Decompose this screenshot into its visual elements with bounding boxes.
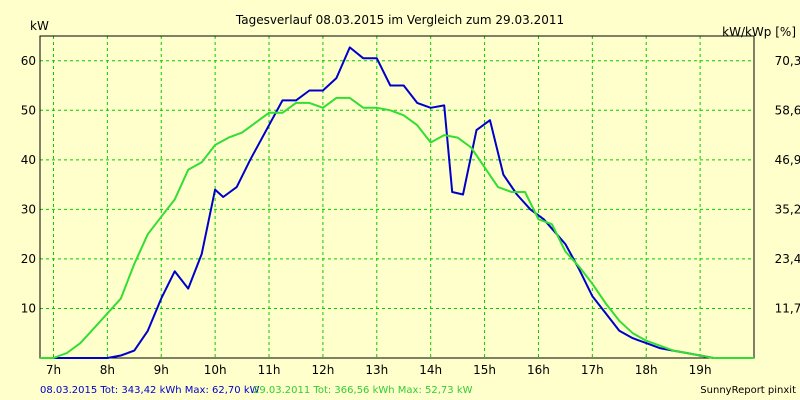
credit-text: SunnyReport pinxit — [700, 385, 796, 396]
y-tick-label-right: 58,6 — [775, 103, 800, 117]
x-tick-label: 16h — [527, 363, 550, 377]
series-line-1 — [40, 46, 754, 359]
x-tick-label: 8h — [100, 363, 115, 377]
x-tick-label: 13h — [365, 363, 388, 377]
x-tick-label: 17h — [581, 363, 604, 377]
y-tick-label-right: 11,7 — [775, 301, 800, 315]
y-axis-right-label: kW/kWp [%] — [722, 25, 796, 39]
y-tick-label-right: 46,9 — [775, 153, 800, 167]
legend-series-1: 08.03.2015 Tot: 343,42 kWh Max: 62,70 kW — [40, 385, 260, 396]
grid — [40, 36, 754, 358]
plot-frame — [39, 35, 755, 359]
y-tick-label-left: 30 — [21, 202, 36, 216]
y-tick-label-right: 23,4 — [775, 252, 800, 266]
series-line-2 — [40, 96, 754, 359]
x-tick-label: 15h — [473, 363, 496, 377]
y-tick-label-right: 70,3 — [775, 54, 800, 68]
x-tick-label: 19h — [689, 363, 712, 377]
chart-title: Tagesverlauf 08.03.2015 im Vergleich zum… — [235, 13, 564, 27]
series-group — [40, 46, 754, 359]
x-tick-label: 12h — [311, 363, 334, 377]
axis-ticks: 7h 8h 9h 10h 11h 12h 13h 14h 15h 16h 17h 18h 19h 10 20… — [21, 54, 800, 377]
x-tick-label: 18h — [635, 363, 658, 377]
y-tick-label-left: 40 — [21, 153, 36, 167]
y-tick-label-right: 35,2 — [775, 202, 800, 216]
legend-series-2: 29.03.2011 Tot: 366,56 kWh Max: 52,73 kW — [253, 385, 473, 396]
y-tick-label-left: 60 — [21, 54, 36, 68]
x-tick-label: 7h — [46, 363, 61, 377]
y-tick-label-left: 20 — [21, 252, 36, 266]
y-tick-label-left: 10 — [21, 301, 36, 315]
y-axis-left-label: kW — [30, 19, 49, 33]
x-tick-label: 11h — [258, 363, 281, 377]
x-tick-label: 14h — [419, 363, 442, 377]
x-tick-label: 10h — [204, 363, 227, 377]
x-tick-label: 9h — [154, 363, 169, 377]
y-tick-label-left: 50 — [21, 103, 36, 117]
